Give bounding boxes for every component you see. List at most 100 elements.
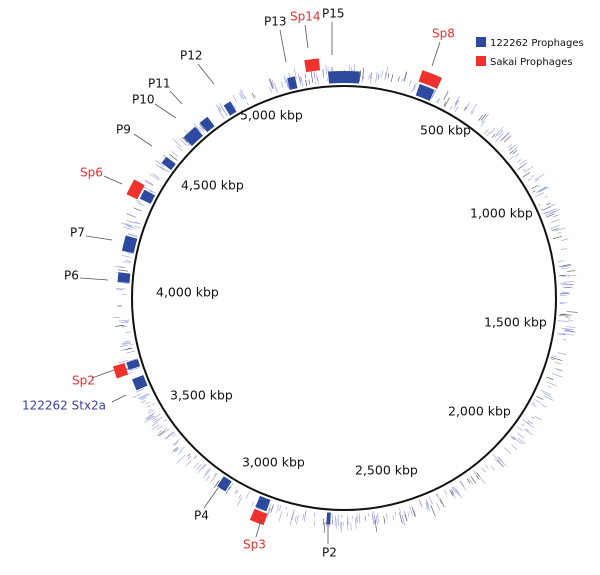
- gene-tick: [172, 446, 178, 452]
- gene-tick: [547, 385, 552, 388]
- gene-tick: [254, 94, 257, 98]
- gene-tick: [375, 515, 378, 525]
- gene-tick: [534, 173, 545, 181]
- gene-tick: [478, 474, 486, 484]
- gene-tick: [561, 276, 567, 278]
- prophage-blocks: [112, 58, 443, 526]
- gene-tick: [355, 517, 357, 529]
- gene-tick: [444, 97, 450, 108]
- gene-tick: [449, 489, 454, 497]
- leader-line: [133, 133, 153, 147]
- prophage-block: [223, 101, 237, 116]
- gene-tick: [119, 344, 129, 348]
- gene-tick: [552, 235, 563, 240]
- gene-tick: [481, 113, 489, 124]
- gene-tick: [234, 490, 238, 495]
- gene-tick: [536, 186, 548, 194]
- gene-tick: [196, 127, 199, 131]
- gene-tick: [238, 494, 242, 500]
- prophage-label: Sp3: [243, 538, 266, 552]
- gene-tick: [139, 393, 150, 400]
- gene-tick: [430, 505, 436, 517]
- gene-tick: [534, 415, 542, 421]
- leader-line: [91, 369, 115, 379]
- gene-tick: [163, 427, 168, 431]
- gene-tick: [534, 399, 542, 404]
- gene-tick: [148, 190, 153, 193]
- gene-tick: [126, 225, 136, 230]
- gene-tick: [251, 502, 254, 507]
- gene-tick: [187, 455, 192, 460]
- gene-tick: [551, 373, 563, 378]
- gene-tick: [218, 103, 226, 113]
- gene-tick: [454, 96, 460, 105]
- gene-tick: [246, 101, 249, 106]
- gene-tick: [464, 102, 470, 112]
- gene-tick: [202, 128, 205, 131]
- gene-tick: [498, 457, 507, 467]
- gene-tick: [364, 515, 366, 522]
- gene-tick: [517, 162, 527, 171]
- leader-line: [154, 103, 177, 119]
- gene-tick: [269, 79, 273, 89]
- scale-label: 2,500 kbp: [355, 463, 418, 478]
- gene-tick: [545, 213, 555, 218]
- leader-line: [169, 90, 183, 105]
- gene-tick: [517, 426, 523, 431]
- gene-tick: [522, 419, 530, 425]
- gene-tick: [523, 428, 533, 436]
- gene-tick: [563, 330, 576, 333]
- leader-line: [304, 24, 309, 49]
- gene-tick: [509, 435, 516, 440]
- gene-tick: [146, 405, 151, 408]
- leader-line: [111, 394, 127, 403]
- gene-tick: [125, 260, 132, 262]
- gene-tick: [519, 159, 527, 166]
- gene-tick: [370, 77, 372, 84]
- gene-tick: [121, 326, 128, 328]
- gene-tick: [504, 447, 512, 455]
- gene-tick: [151, 403, 155, 406]
- gene-tick: [127, 252, 133, 255]
- gene-tick: [544, 395, 554, 401]
- gene-tick: [411, 506, 416, 517]
- gene-tick: [317, 77, 319, 85]
- gene-tick: [497, 456, 504, 463]
- gene-tick: [532, 190, 536, 193]
- gene-tick: [466, 478, 471, 484]
- gene-tick: [562, 267, 570, 269]
- gene-tick: [156, 425, 163, 431]
- gene-tick: [499, 135, 506, 142]
- gene-tick: [560, 265, 572, 268]
- gene-tick: [443, 489, 448, 496]
- prophage-label: P12: [180, 49, 203, 63]
- gene-tick: [236, 489, 239, 494]
- gene-tick: [233, 105, 236, 109]
- gene-tick: [565, 329, 570, 331]
- gene-tick: [169, 153, 178, 161]
- gene-tick: [509, 156, 514, 160]
- gene-tick: [468, 477, 474, 485]
- gene-tick: [377, 74, 379, 79]
- gene-tick: [287, 82, 291, 90]
- gene-tick: [151, 409, 155, 412]
- gene-tick: [371, 512, 374, 521]
- gene-tick: [377, 73, 380, 80]
- gene-tick: [205, 475, 211, 482]
- gene-tick: [535, 395, 544, 400]
- gene-tick: [173, 441, 179, 446]
- gene-tick: [310, 70, 314, 83]
- gene-tick: [165, 431, 175, 440]
- gene-tick: [502, 132, 510, 140]
- gene-tick: [550, 358, 556, 361]
- gene-tick: [172, 139, 182, 148]
- gene-tick: [304, 74, 306, 79]
- gene-tick: [557, 352, 566, 355]
- gene-tick: [537, 185, 541, 188]
- gene-tick: [143, 186, 148, 190]
- gene-tick: [245, 491, 250, 499]
- gene-tick: [557, 333, 566, 336]
- gene-tick: [559, 274, 565, 277]
- gene-tick: [419, 499, 423, 508]
